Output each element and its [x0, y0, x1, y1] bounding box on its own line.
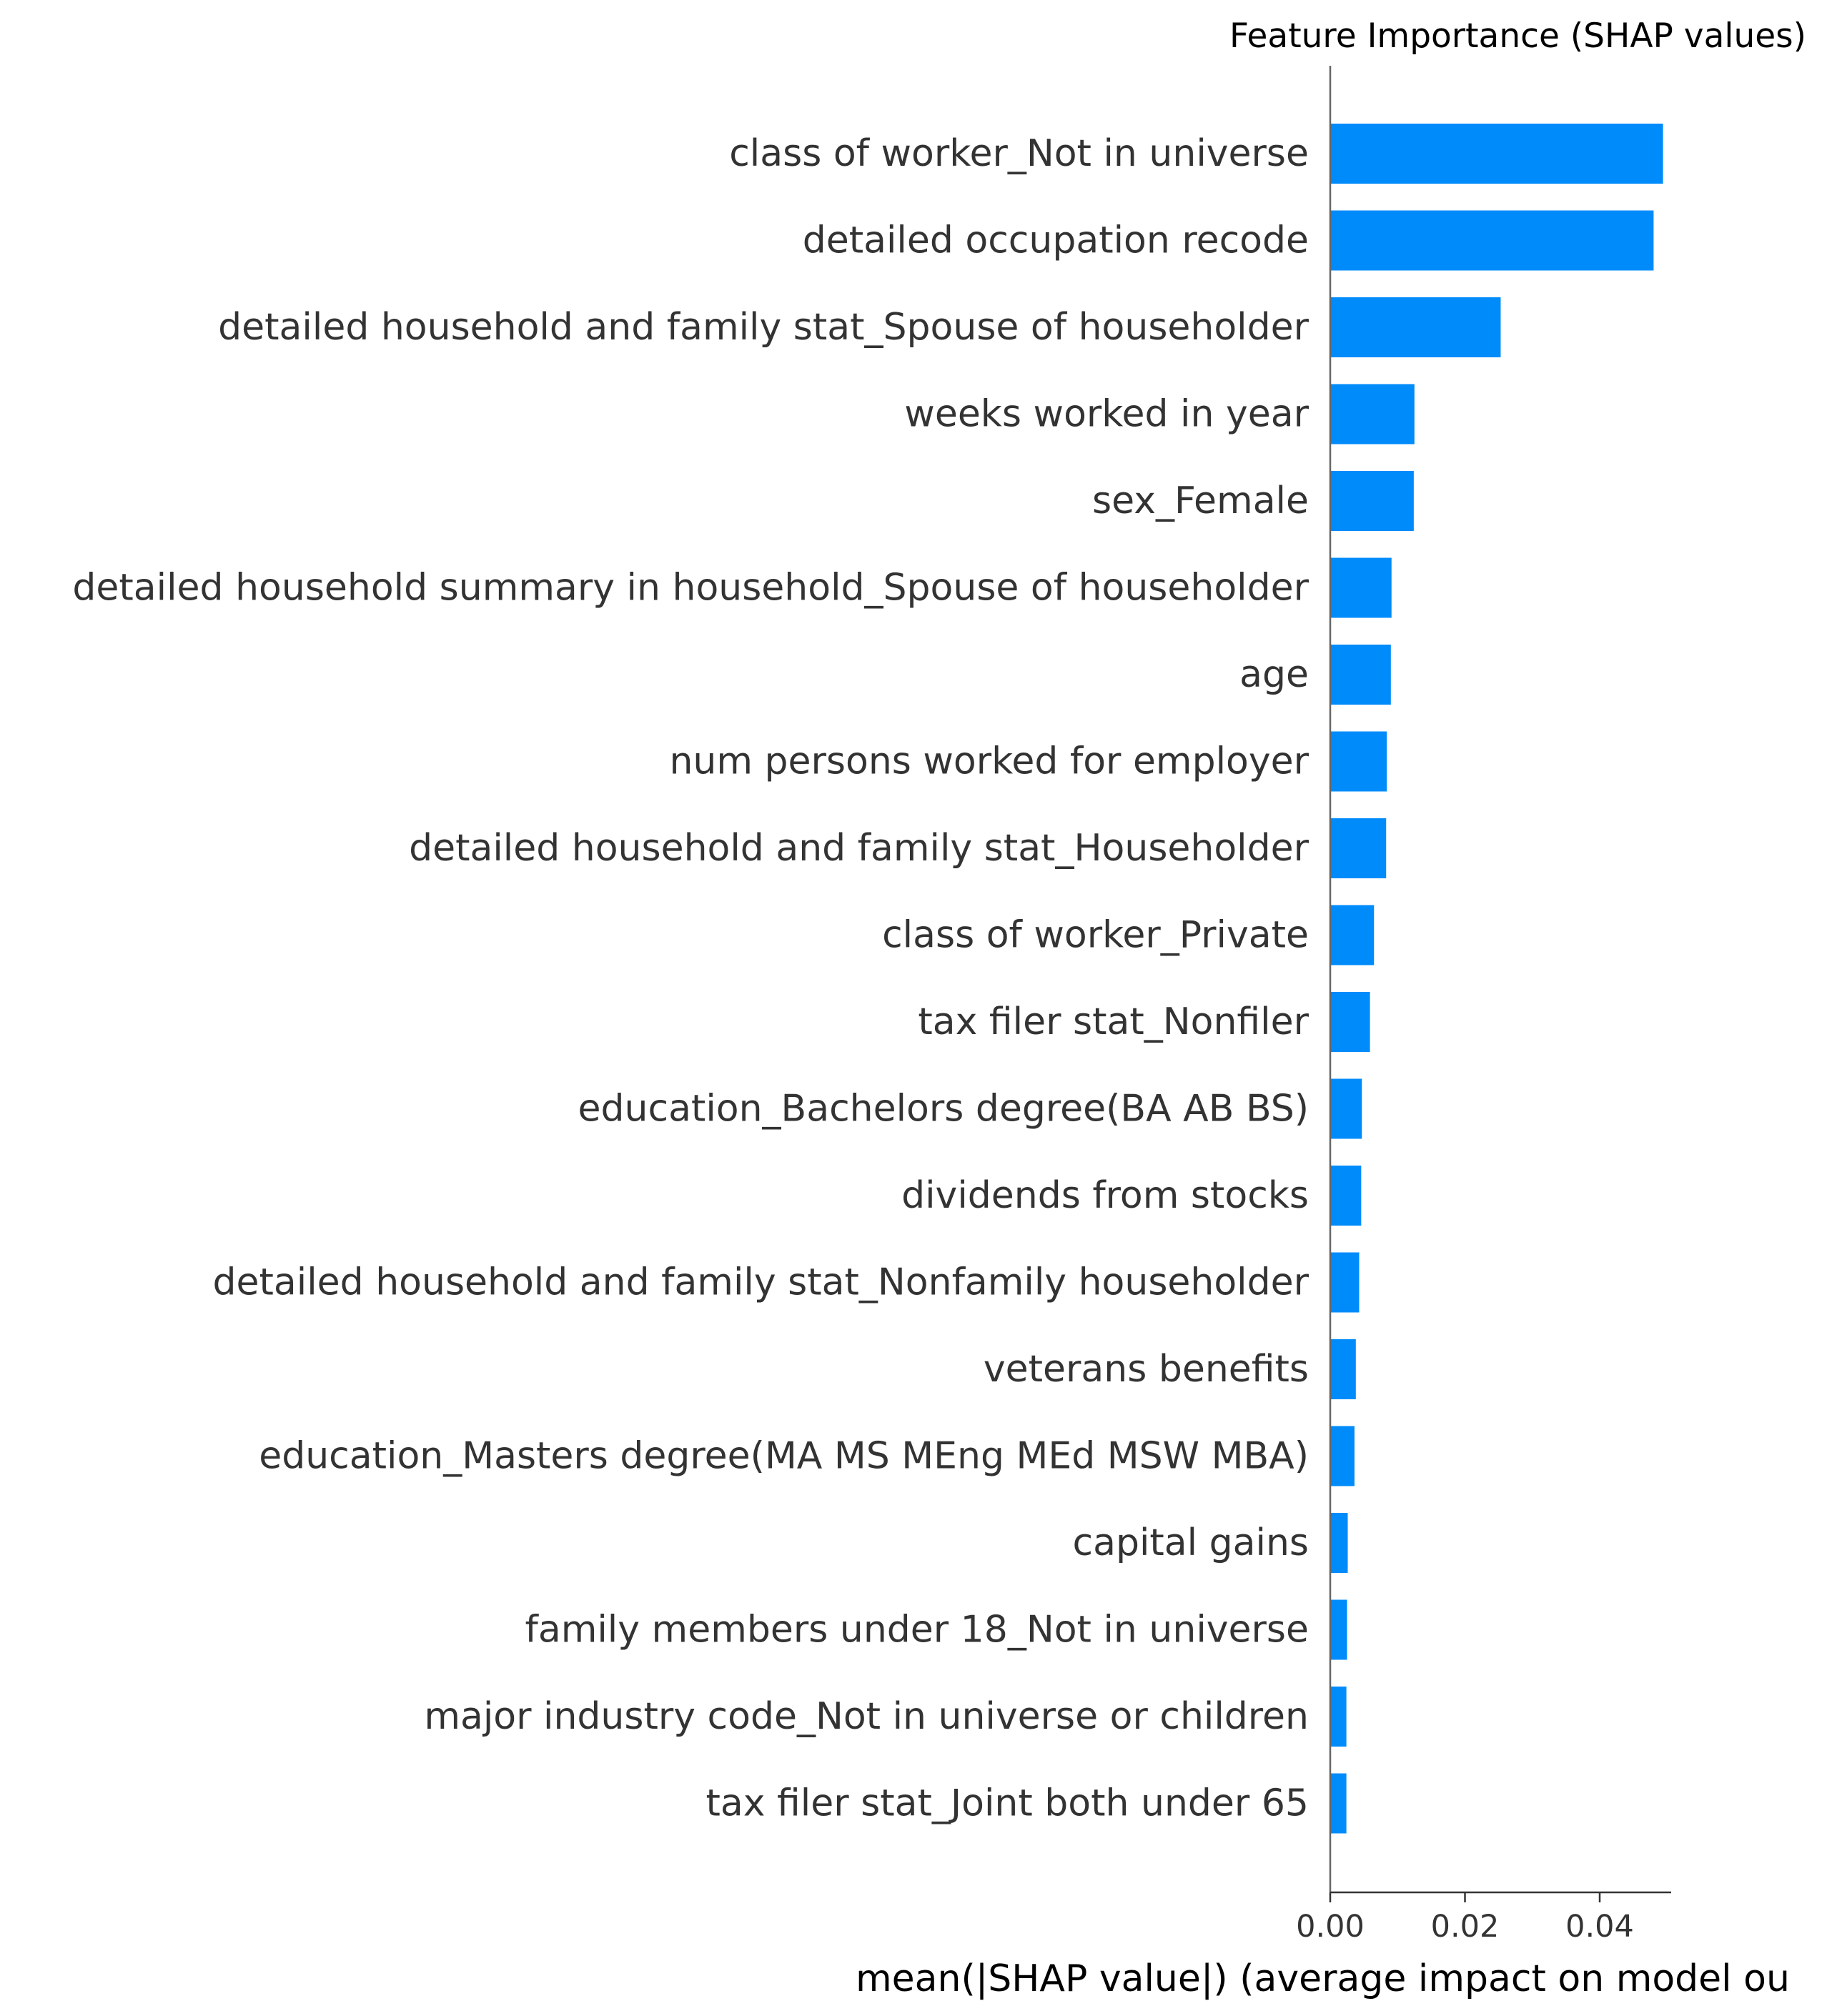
- x-axis-ticks: 0.00 0.02 0.04: [1296, 1892, 1634, 1945]
- feature-label: tax filer stat_Joint both under 65: [705, 1782, 1309, 1825]
- bar: [1330, 124, 1663, 184]
- bar: [1330, 905, 1375, 965]
- bar: [1330, 384, 1415, 445]
- feature-label: age: [1239, 653, 1309, 696]
- x-axis-label: mean(|SHAP value|) (average impact on mo…: [856, 1957, 1790, 2000]
- x-tick-label: 0.00: [1296, 1909, 1365, 1945]
- bar: [1330, 731, 1387, 792]
- bars: [1330, 124, 1663, 1834]
- feature-label: education_Bachelors degree(BA AB BS): [578, 1088, 1309, 1131]
- feature-label: detailed household and family stat_House…: [409, 827, 1309, 870]
- feature-label: tax filer stat_Nonfiler: [918, 1000, 1309, 1043]
- bar: [1330, 1426, 1355, 1486]
- feature-label: weeks worked in year: [904, 393, 1309, 436]
- bar: [1330, 1252, 1360, 1313]
- feature-label: detailed household and family stat_Spous…: [218, 306, 1309, 349]
- feature-label: family members under 18_Not in universe: [525, 1609, 1309, 1652]
- feature-label: detailed household and family stat_Nonfa…: [213, 1261, 1309, 1304]
- bar: [1330, 471, 1414, 531]
- bar: [1330, 1339, 1356, 1399]
- bar: [1330, 992, 1370, 1052]
- feature-label: detailed occupation recode: [803, 219, 1309, 262]
- bar: [1330, 1513, 1348, 1573]
- feature-label: veterans benefits: [984, 1348, 1309, 1391]
- feature-label: class of worker_Private: [882, 914, 1309, 957]
- feature-label: num persons worked for employer: [669, 740, 1309, 783]
- bar: [1330, 1773, 1347, 1834]
- feature-labels: class of worker_Not in universe detailed …: [72, 132, 1309, 1825]
- chart-title: Feature Importance (SHAP values): [1229, 16, 1806, 56]
- bar: [1330, 818, 1387, 878]
- bar: [1330, 297, 1501, 357]
- x-tick-label: 0.04: [1565, 1909, 1634, 1945]
- x-tick-label: 0.02: [1431, 1909, 1500, 1945]
- feature-label: sex_Female: [1092, 480, 1309, 522]
- bar: [1330, 210, 1654, 271]
- feature-label: detailed household summary in household_…: [72, 567, 1309, 610]
- feature-label: major industry code_Not in universe or c…: [424, 1695, 1309, 1738]
- feature-label: class of worker_Not in universe: [729, 132, 1309, 175]
- bar: [1330, 1687, 1347, 1747]
- bar: [1330, 645, 1391, 705]
- feature-label: education_Masters degree(MA MS MEng MEd …: [259, 1435, 1309, 1478]
- bar: [1330, 1078, 1362, 1139]
- bar: [1330, 557, 1392, 618]
- bar: [1330, 1166, 1362, 1226]
- feature-label: capital gains: [1072, 1521, 1309, 1564]
- bar: [1330, 1599, 1347, 1660]
- feature-label: dividends from stocks: [901, 1174, 1309, 1217]
